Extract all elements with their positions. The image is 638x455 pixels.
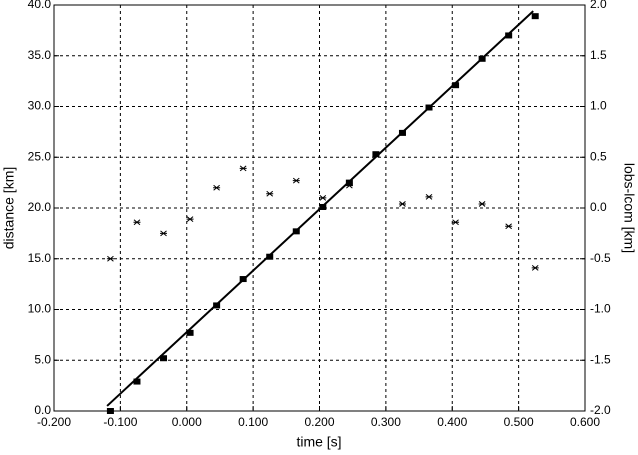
y-tick-label: 30.0 bbox=[28, 99, 52, 113]
y2-tick-label: 1.0 bbox=[590, 99, 607, 113]
plot-frame bbox=[53, 4, 586, 412]
square-point bbox=[186, 329, 194, 336]
y2-tick-label: -0.5 bbox=[590, 251, 611, 265]
star-point bbox=[425, 193, 433, 200]
y2-axis-title: lobs-lcom [km] bbox=[621, 163, 637, 253]
square-point bbox=[505, 32, 513, 39]
square-point bbox=[531, 13, 539, 20]
y-tick-label: 20.0 bbox=[28, 200, 52, 214]
y-tick-label: 40.0 bbox=[28, 0, 52, 11]
star-point bbox=[213, 184, 221, 191]
star-point bbox=[319, 194, 327, 201]
star-point bbox=[186, 216, 194, 223]
star-point bbox=[106, 255, 114, 262]
square-point bbox=[452, 82, 460, 89]
square-point bbox=[106, 408, 114, 414]
y-tick-label: 10.0 bbox=[28, 302, 52, 316]
x-tick-label: 0.400 bbox=[437, 415, 467, 429]
x-tick-label: 0.000 bbox=[172, 415, 202, 429]
y2-tick-label: -2.0 bbox=[590, 403, 611, 417]
square-point bbox=[372, 151, 380, 158]
star-point bbox=[133, 219, 141, 226]
y2-tick-label: 0.0 bbox=[590, 200, 607, 214]
x-tick-label: 0.100 bbox=[238, 415, 268, 429]
square-point bbox=[266, 253, 274, 260]
star-point bbox=[292, 177, 300, 184]
x-axis-title: time [s] bbox=[296, 434, 341, 450]
y-tick-label: 15.0 bbox=[28, 251, 52, 265]
x-tick-label: 0.500 bbox=[504, 415, 534, 429]
x-tick-label: 0.200 bbox=[304, 415, 334, 429]
star-point bbox=[239, 165, 247, 172]
x-tick-label: 0.300 bbox=[371, 415, 401, 429]
x-tick-label: -0.100 bbox=[103, 415, 137, 429]
y2-tick-label: -1.0 bbox=[590, 302, 611, 316]
y2-tick-label: -1.5 bbox=[590, 352, 611, 366]
star-point bbox=[266, 190, 274, 197]
y-tick-label: 25.0 bbox=[28, 149, 52, 163]
x-tick-label: 0.600 bbox=[570, 415, 600, 429]
square-point bbox=[133, 378, 141, 385]
square-point bbox=[160, 355, 168, 362]
star-point bbox=[505, 223, 513, 230]
star-point bbox=[345, 182, 353, 189]
star-point bbox=[531, 265, 539, 271]
y2-tick-label: 0.5 bbox=[590, 149, 607, 163]
star-point bbox=[452, 219, 460, 226]
y-tick-label: 0.0 bbox=[34, 403, 51, 417]
y2-tick-label: 2.0 bbox=[590, 0, 607, 11]
y2-tick-label: 1.5 bbox=[590, 48, 607, 62]
y-axis-title: distance [km] bbox=[1, 167, 17, 249]
fit-line bbox=[106, 10, 534, 407]
x-tick-label: -0.200 bbox=[37, 415, 71, 429]
y-tick-label: 5.0 bbox=[34, 352, 51, 366]
star-point bbox=[160, 230, 168, 237]
star-point bbox=[398, 201, 406, 207]
y-tick-label: 35.0 bbox=[28, 48, 52, 62]
star-point bbox=[478, 201, 486, 207]
